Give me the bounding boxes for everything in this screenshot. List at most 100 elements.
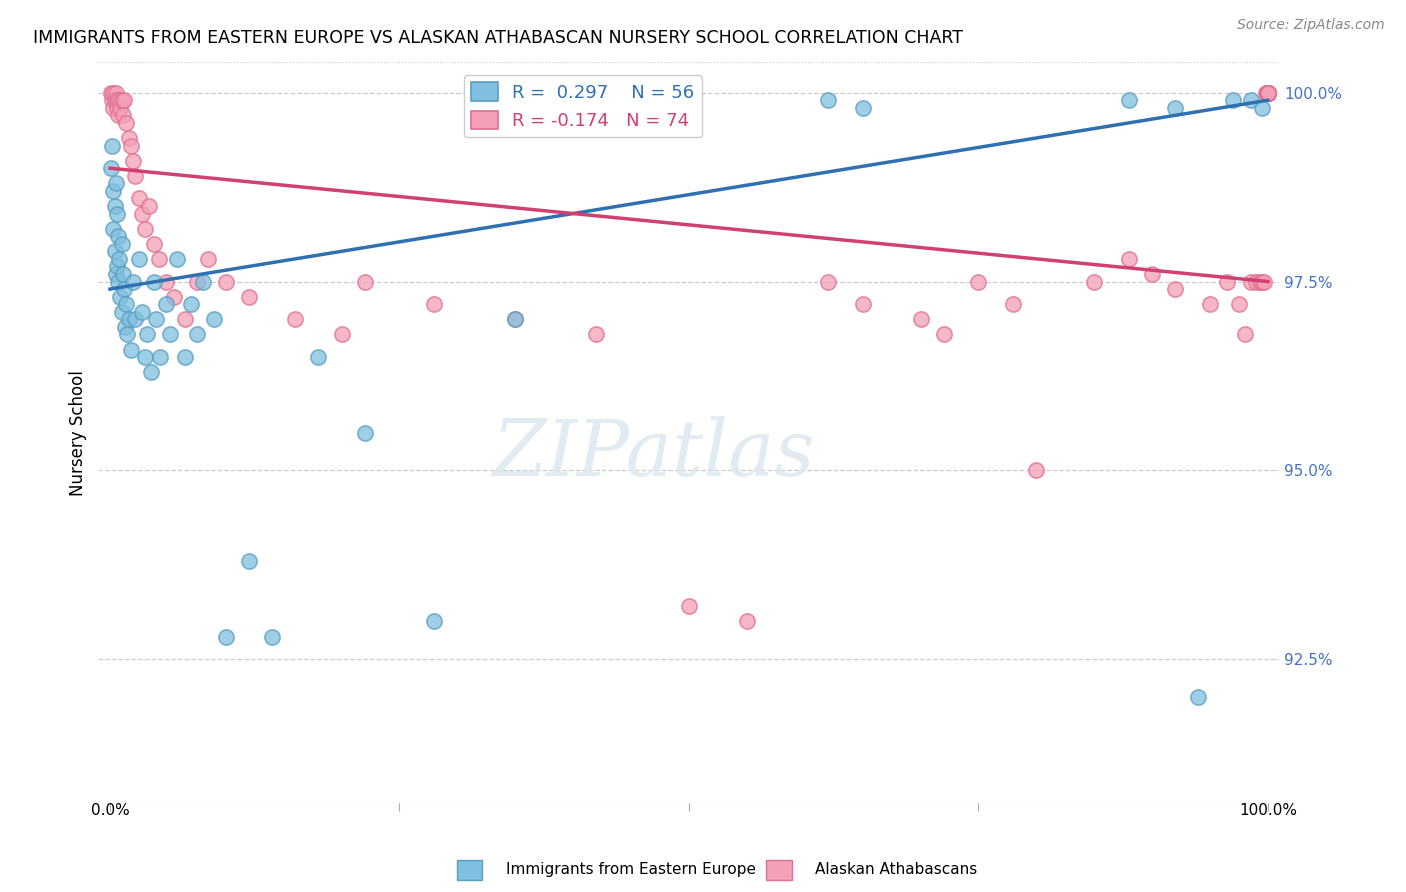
Text: IMMIGRANTS FROM EASTERN EUROPE VS ALASKAN ATHABASCAN NURSERY SCHOOL CORRELATION : IMMIGRANTS FROM EASTERN EUROPE VS ALASKA… <box>34 29 963 47</box>
Point <box>100 161 122 176</box>
Point <box>122 153 145 168</box>
Point <box>910 312 932 326</box>
Point <box>1216 275 1239 289</box>
Point <box>1251 101 1274 115</box>
Point <box>105 260 128 274</box>
Point <box>1222 93 1244 107</box>
Point <box>735 615 758 629</box>
Point <box>186 327 208 342</box>
Point <box>112 93 135 107</box>
Point <box>1251 275 1274 289</box>
Point <box>353 275 375 289</box>
Point <box>105 206 128 220</box>
Point <box>105 101 128 115</box>
Point <box>110 101 132 115</box>
Point <box>155 275 177 289</box>
Point <box>1164 282 1187 296</box>
Point <box>1257 86 1279 100</box>
Point <box>115 297 138 311</box>
Point <box>967 275 990 289</box>
Point <box>100 86 122 100</box>
Point <box>138 199 160 213</box>
Point <box>1227 297 1250 311</box>
Point <box>104 177 127 191</box>
Point <box>124 169 146 183</box>
Point <box>1257 86 1279 100</box>
Point <box>136 327 159 342</box>
Text: Immigrants from Eastern Europe: Immigrants from Eastern Europe <box>506 863 756 877</box>
Point <box>353 425 375 440</box>
Point <box>1257 86 1279 100</box>
Point <box>503 312 526 326</box>
Point <box>103 101 125 115</box>
Point <box>110 93 132 107</box>
Point <box>852 101 875 115</box>
Point <box>134 221 156 235</box>
Point <box>131 304 153 318</box>
Point <box>107 229 129 244</box>
Point <box>104 86 127 100</box>
Point <box>423 615 446 629</box>
Point <box>111 108 134 122</box>
Point <box>145 312 167 326</box>
Text: Source: ZipAtlas.com: Source: ZipAtlas.com <box>1237 18 1385 31</box>
Point <box>111 267 134 281</box>
Point <box>174 312 197 326</box>
Point <box>1246 275 1268 289</box>
Point <box>159 327 181 342</box>
Point <box>104 199 127 213</box>
Point <box>148 252 170 266</box>
Point <box>503 312 526 326</box>
Point <box>284 312 307 326</box>
Point <box>122 275 145 289</box>
Point <box>1254 86 1277 100</box>
Point <box>1239 275 1261 289</box>
Point <box>112 282 135 296</box>
Point <box>852 297 875 311</box>
Point <box>128 191 150 205</box>
Point <box>1253 275 1275 289</box>
Point <box>1164 101 1187 115</box>
Point <box>1118 252 1140 266</box>
Point <box>155 297 177 311</box>
Point <box>117 312 139 326</box>
Point <box>1233 327 1256 342</box>
Point <box>330 327 353 342</box>
Text: 0.0%: 0.0% <box>90 803 129 818</box>
Point <box>101 93 124 107</box>
Point <box>103 86 125 100</box>
Point <box>817 93 839 107</box>
Point <box>1002 297 1025 311</box>
Point <box>104 267 127 281</box>
Point <box>932 327 955 342</box>
Point <box>1257 86 1279 100</box>
Point <box>197 252 219 266</box>
Point <box>117 327 139 342</box>
Point <box>163 290 186 304</box>
Point <box>107 275 129 289</box>
Point <box>202 312 225 326</box>
Point <box>585 327 607 342</box>
Point <box>1118 93 1140 107</box>
Point <box>1257 86 1279 100</box>
Point <box>110 304 132 318</box>
Point <box>191 275 214 289</box>
Point <box>1257 86 1279 100</box>
Point <box>180 297 202 311</box>
Point <box>1083 275 1105 289</box>
Point <box>1025 463 1047 477</box>
Point <box>1257 86 1279 100</box>
Point <box>101 138 124 153</box>
Point <box>215 275 238 289</box>
Point <box>110 236 132 251</box>
Text: Alaskan Athabascans: Alaskan Athabascans <box>815 863 977 877</box>
Point <box>149 350 172 364</box>
Point <box>174 350 197 364</box>
Point <box>1249 275 1271 289</box>
Point <box>423 297 446 311</box>
Point <box>108 93 131 107</box>
Point <box>1140 267 1163 281</box>
Point <box>1256 86 1278 100</box>
Point <box>103 184 125 198</box>
Point <box>124 312 146 326</box>
